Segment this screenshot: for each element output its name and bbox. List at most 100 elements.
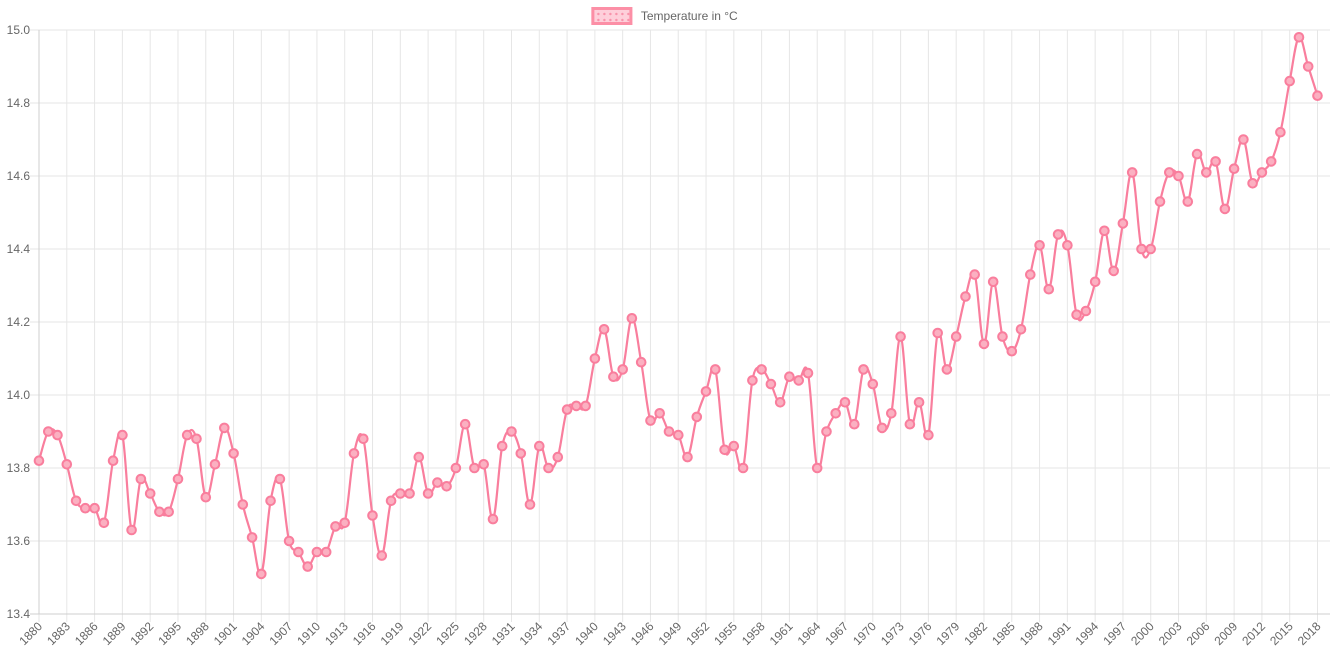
data-point-1999[interactable] bbox=[1136, 243, 1147, 255]
data-point-1964[interactable] bbox=[811, 462, 823, 474]
data-point-2005[interactable] bbox=[1191, 148, 1203, 160]
data-point-1897[interactable] bbox=[191, 433, 202, 445]
data-point-2011[interactable] bbox=[1247, 178, 1258, 189]
data-point-1970[interactable] bbox=[867, 378, 879, 390]
data-point-1902[interactable] bbox=[237, 499, 249, 510]
data-point-2018[interactable] bbox=[1312, 90, 1323, 101]
data-point-2003[interactable] bbox=[1173, 170, 1184, 182]
data-point-1899[interactable] bbox=[209, 459, 221, 470]
data-point-1927[interactable] bbox=[469, 462, 480, 474]
data-point-1889[interactable] bbox=[117, 429, 128, 441]
data-point-2004[interactable] bbox=[1182, 196, 1194, 207]
data-point-2001[interactable] bbox=[1154, 196, 1166, 207]
data-point-1978[interactable] bbox=[941, 364, 953, 375]
data-point-1903[interactable] bbox=[246, 532, 258, 543]
data-point-1952[interactable] bbox=[700, 386, 712, 397]
data-point-1906[interactable] bbox=[274, 473, 286, 485]
data-point-1904[interactable] bbox=[256, 568, 267, 580]
data-point-1953[interactable] bbox=[710, 364, 721, 375]
data-point-1944[interactable] bbox=[626, 313, 638, 324]
data-point-1938[interactable] bbox=[571, 400, 582, 412]
data-point-1942[interactable] bbox=[608, 371, 619, 383]
data-point-1930[interactable] bbox=[496, 440, 508, 452]
data-point-1919[interactable] bbox=[395, 488, 406, 499]
data-point-2015[interactable] bbox=[1284, 75, 1295, 87]
data-point-1913[interactable] bbox=[339, 517, 351, 529]
data-point-1960[interactable] bbox=[774, 397, 786, 408]
data-point-1920[interactable] bbox=[404, 488, 415, 499]
data-point-2016[interactable] bbox=[1293, 32, 1305, 43]
data-point-1984[interactable] bbox=[997, 331, 1008, 342]
data-point-1917[interactable] bbox=[376, 550, 388, 561]
data-point-1946[interactable] bbox=[645, 415, 656, 426]
data-point-2010[interactable] bbox=[1238, 134, 1249, 145]
data-point-1901[interactable] bbox=[228, 448, 239, 459]
data-point-1886[interactable] bbox=[89, 502, 100, 514]
data-point-1987[interactable] bbox=[1025, 269, 1036, 280]
data-point-1951[interactable] bbox=[691, 411, 703, 423]
data-point-1940[interactable] bbox=[589, 353, 601, 364]
data-point-1966[interactable] bbox=[830, 408, 842, 419]
data-point-1935[interactable] bbox=[543, 462, 554, 474]
data-point-1957[interactable] bbox=[747, 375, 758, 386]
data-point-1994[interactable] bbox=[1089, 276, 1101, 288]
data-point-1885[interactable] bbox=[80, 502, 91, 514]
data-point-1898[interactable] bbox=[200, 491, 212, 503]
data-point-1925[interactable] bbox=[450, 462, 462, 474]
data-point-1955[interactable] bbox=[728, 440, 740, 452]
data-point-1980[interactable] bbox=[960, 291, 971, 302]
data-point-1976[interactable] bbox=[923, 429, 934, 441]
data-point-1991[interactable] bbox=[1062, 240, 1073, 251]
data-point-2006[interactable] bbox=[1201, 167, 1212, 178]
data-point-1962[interactable] bbox=[793, 375, 805, 386]
data-point-1998[interactable] bbox=[1126, 167, 1138, 178]
data-point-2017[interactable] bbox=[1302, 61, 1314, 72]
data-point-1928[interactable] bbox=[478, 459, 490, 470]
data-point-1986[interactable] bbox=[1015, 324, 1027, 335]
data-point-1888[interactable] bbox=[107, 455, 119, 467]
data-point-1881[interactable] bbox=[43, 426, 54, 437]
data-point-1883[interactable] bbox=[61, 459, 73, 470]
data-point-1979[interactable] bbox=[950, 331, 962, 342]
data-point-1973[interactable] bbox=[895, 331, 906, 342]
data-point-1910[interactable] bbox=[311, 546, 323, 558]
data-point-1981[interactable] bbox=[969, 269, 981, 280]
data-point-1950[interactable] bbox=[682, 451, 693, 463]
data-point-1975[interactable] bbox=[913, 397, 925, 408]
data-point-1954[interactable] bbox=[719, 444, 730, 456]
data-point-1958[interactable] bbox=[756, 364, 767, 375]
data-point-1918[interactable] bbox=[385, 495, 397, 507]
data-point-1924[interactable] bbox=[441, 481, 452, 492]
data-point-1892[interactable] bbox=[144, 488, 156, 499]
data-point-1931[interactable] bbox=[506, 426, 517, 437]
data-point-1887[interactable] bbox=[98, 517, 110, 529]
data-point-1895[interactable] bbox=[172, 473, 184, 485]
data-point-1882[interactable] bbox=[52, 429, 63, 441]
data-point-1996[interactable] bbox=[1108, 265, 1119, 277]
data-point-1884[interactable] bbox=[70, 495, 82, 507]
data-point-1993[interactable] bbox=[1080, 305, 1092, 317]
data-point-1922[interactable] bbox=[422, 488, 434, 499]
data-point-1963[interactable] bbox=[802, 367, 814, 379]
data-point-1948[interactable] bbox=[663, 426, 675, 437]
data-point-1967[interactable] bbox=[839, 397, 851, 408]
data-point-1974[interactable] bbox=[904, 418, 916, 430]
data-point-1945[interactable] bbox=[635, 356, 647, 368]
data-point-1997[interactable] bbox=[1117, 218, 1129, 229]
data-point-1936[interactable] bbox=[552, 451, 564, 463]
data-point-1990[interactable] bbox=[1052, 229, 1064, 240]
data-point-1961[interactable] bbox=[784, 371, 795, 383]
data-point-2009[interactable] bbox=[1228, 163, 1240, 174]
data-point-1909[interactable] bbox=[302, 561, 314, 572]
data-point-1968[interactable] bbox=[849, 418, 860, 430]
data-point-1891[interactable] bbox=[135, 473, 147, 485]
data-point-1977[interactable] bbox=[932, 327, 944, 339]
data-point-1914[interactable] bbox=[348, 448, 360, 459]
data-point-1915[interactable] bbox=[358, 433, 369, 445]
data-point-1880[interactable] bbox=[33, 455, 45, 467]
data-point-1923[interactable] bbox=[432, 477, 443, 488]
data-point-1989[interactable] bbox=[1043, 283, 1055, 295]
data-point-1939[interactable] bbox=[580, 400, 591, 412]
data-point-1969[interactable] bbox=[858, 364, 869, 375]
data-point-1890[interactable] bbox=[126, 524, 137, 536]
